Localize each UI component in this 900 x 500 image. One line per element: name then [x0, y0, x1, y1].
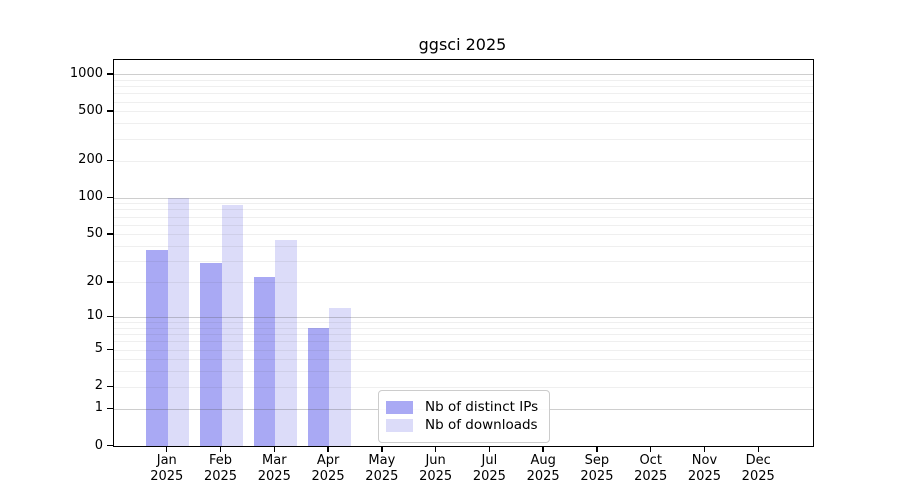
x-tick-label-oct: Oct 2025	[634, 453, 668, 484]
x-tick-label-jan: Jan 2025	[150, 453, 184, 484]
y-tick-label: 1000	[69, 65, 103, 81]
legend-label: Nb of downloads	[425, 417, 538, 433]
gridline-major	[114, 74, 813, 76]
gridline-minor	[114, 209, 813, 211]
gridline-minor	[114, 203, 813, 205]
gridline-minor	[114, 86, 813, 88]
x-tick-mark	[542, 446, 544, 453]
y-tick-mark	[107, 159, 113, 161]
gridline-minor	[114, 341, 813, 343]
bar-distinct-ips	[307, 327, 330, 446]
x-tick-label-mar: Mar 2025	[257, 453, 291, 484]
y-tick-label: 500	[78, 102, 103, 118]
y-tick-mark	[107, 445, 113, 447]
x-tick-label-may: May 2025	[365, 453, 399, 484]
bar-distinct-ips	[253, 277, 276, 446]
chart-title: ggsci 2025	[418, 35, 507, 54]
gridline-minor	[114, 261, 813, 263]
legend-swatch-downloads	[386, 418, 413, 432]
gridline-minor	[114, 334, 813, 336]
y-tick-mark	[107, 73, 113, 75]
x-tick-label-dec: Dec 2025	[741, 453, 775, 484]
x-tick-label-jun: Jun 2025	[419, 453, 453, 484]
gridline-minor	[114, 234, 813, 236]
x-tick-mark	[273, 446, 275, 453]
legend-row: Nb of distinct IPs	[386, 399, 538, 415]
gridline-minor	[114, 160, 813, 162]
legend-swatch-distinct-ips	[386, 400, 413, 414]
y-tick-mark	[107, 196, 113, 198]
x-tick-label-sep: Sep 2025	[580, 453, 614, 484]
gridline-minor	[114, 224, 813, 226]
gridline-minor	[114, 101, 813, 103]
y-tick-mark	[107, 315, 113, 318]
bar-distinct-ips	[146, 250, 168, 446]
y-tick-label: 0	[94, 437, 103, 453]
x-tick-mark	[327, 446, 329, 453]
y-tick-label: 50	[86, 225, 103, 241]
gridline-minor	[114, 111, 813, 113]
x-tick-label-jul: Jul 2025	[472, 453, 506, 484]
y-tick-label: 20	[86, 273, 103, 289]
x-tick-mark	[757, 446, 759, 453]
legend-label: Nb of distinct IPs	[425, 399, 539, 415]
gridline-minor	[114, 282, 813, 284]
y-tick-label: 5	[94, 341, 103, 357]
bar-downloads	[167, 197, 190, 446]
y-tick-mark	[107, 385, 113, 388]
gridline-minor	[114, 123, 813, 125]
plot-area	[113, 59, 814, 447]
gridline-minor	[114, 216, 813, 218]
gridline-minor	[114, 138, 813, 140]
y-tick-mark	[107, 110, 113, 112]
gridline-minor	[114, 322, 813, 324]
bar-downloads	[329, 307, 351, 446]
gridline-minor	[114, 327, 813, 329]
y-tick-mark	[107, 348, 113, 350]
y-tick-label: 200	[78, 152, 103, 168]
y-tick-mark	[107, 407, 113, 410]
y-tick-mark	[107, 233, 113, 235]
x-tick-mark	[381, 446, 383, 453]
gridline-minor	[114, 386, 813, 388]
gridline-minor	[114, 349, 813, 351]
x-tick-mark	[488, 446, 491, 453]
x-tick-mark	[166, 446, 168, 453]
x-tick-mark	[596, 446, 598, 453]
x-tick-mark	[703, 446, 706, 453]
gridline-major	[114, 197, 813, 199]
gridline-minor	[114, 359, 813, 361]
legend: Nb of distinct IPs Nb of downloads	[378, 390, 551, 443]
x-tick-mark	[219, 446, 222, 453]
x-tick-label-apr: Apr 2025	[311, 453, 345, 484]
x-tick-label-nov: Nov 2025	[687, 453, 721, 484]
y-tick-label: 10	[86, 308, 103, 324]
gridline-minor	[114, 79, 813, 81]
y-tick-label: 1	[94, 400, 103, 416]
bar-downloads	[275, 239, 297, 446]
bar-distinct-ips	[200, 262, 222, 446]
x-tick-label-aug: Aug 2025	[526, 453, 560, 484]
legend-row: Nb of downloads	[386, 417, 538, 433]
y-tick-label: 100	[78, 189, 103, 205]
gridline-minor	[114, 246, 813, 248]
gridline-minor	[114, 93, 813, 95]
gridline-minor	[114, 371, 813, 373]
bar-downloads	[221, 205, 244, 446]
y-tick-label: 2	[94, 378, 103, 394]
x-tick-mark	[434, 446, 437, 453]
x-tick-label-feb: Feb 2025	[203, 453, 238, 484]
x-tick-mark	[649, 446, 652, 453]
gridline-major	[114, 316, 813, 318]
y-tick-mark	[107, 281, 113, 283]
